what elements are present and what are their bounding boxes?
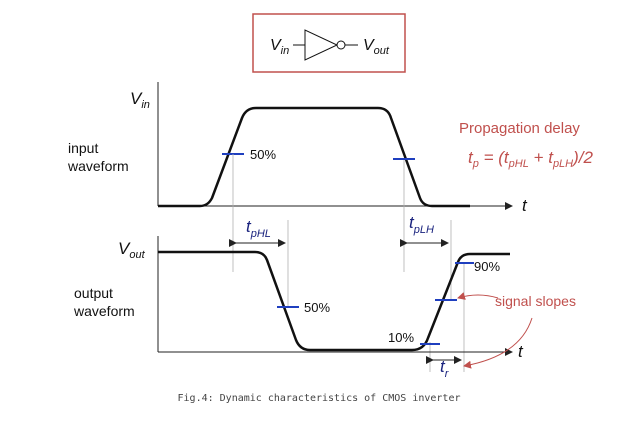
figure-caption: Fig.4: Dynamic characteristics of CMOS i…	[177, 393, 461, 404]
output-waveform-label-line2: waveform	[73, 303, 135, 319]
signal-slopes-arrow-upper	[457, 292, 499, 300]
input-waveform	[158, 106, 470, 208]
inverter-input-label: Vin	[270, 37, 289, 57]
output-50-label: 50%	[304, 300, 330, 315]
tplh-label: tpLH	[409, 213, 434, 236]
signal-slopes-arrow-lower	[463, 317, 533, 369]
inverter-output-label: Vout	[363, 37, 390, 57]
input-x-axis-label: t	[522, 196, 528, 215]
tr-label: tr	[440, 357, 450, 380]
output-x-axis-label: t	[518, 342, 524, 361]
output-waveform	[158, 250, 510, 352]
output-90-label: 90%	[474, 259, 500, 274]
output-10-label: 10%	[388, 330, 414, 345]
formula-title: Propagation delay	[459, 120, 580, 137]
inverter-triangle-icon	[304, 29, 339, 61]
input-waveform-label-line1: input	[68, 140, 98, 156]
formula-equation: tp = (tpHL + tpLH)/2	[468, 148, 594, 170]
signal-slopes-label: signal slopes	[495, 293, 576, 309]
vout-axis-label: Vout	[118, 239, 146, 261]
inverter-bubble-icon	[336, 40, 346, 50]
output-waveform-label-line1: output	[74, 285, 113, 301]
tphl-label: tpHL	[246, 217, 271, 240]
vin-axis-label: Vin	[130, 89, 150, 111]
input-waveform-label-line2: waveform	[67, 158, 129, 174]
input-50-label: 50%	[250, 147, 276, 162]
